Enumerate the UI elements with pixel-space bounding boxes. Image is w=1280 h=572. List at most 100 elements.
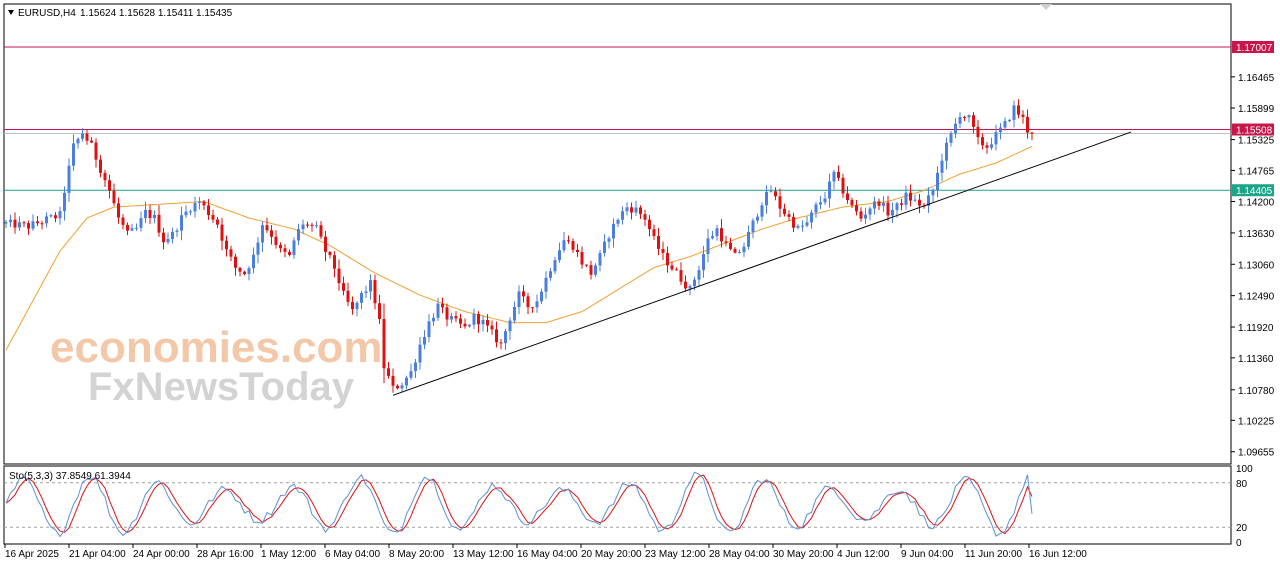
bull-candle (760, 205, 764, 217)
bear-candle (202, 201, 206, 206)
bear-candle (157, 214, 161, 233)
bull-candle (468, 324, 471, 327)
stoch-main-line (5, 471, 1033, 538)
bull-candle (175, 230, 179, 232)
bull-candle (895, 203, 899, 210)
bear-candle (225, 240, 228, 250)
time-tick-label: 16 Jun 12:00 (1029, 549, 1087, 560)
bear-candle (981, 137, 984, 146)
bear-candle (216, 219, 219, 225)
time-tick-label: 28 May 04:00 (709, 549, 770, 560)
price-tick-label: 1.13060 (1238, 260, 1275, 271)
bear-candle (499, 342, 503, 344)
bear-candle (270, 230, 273, 237)
bear-candle (886, 202, 890, 216)
time-tick-label: 6 May 04:00 (325, 549, 380, 560)
stoch-tick-label: 100 (1236, 464, 1253, 475)
bear-candle (310, 224, 314, 226)
time-tick-label: 9 Jun 04:00 (901, 549, 954, 560)
bull-candle (562, 240, 566, 251)
chart-shift-marker-icon[interactable] (1040, 4, 1052, 10)
bull-candle (67, 165, 71, 193)
uptrend-line (392, 131, 1132, 396)
time-tick-label: 24 Apr 00:00 (133, 549, 190, 560)
bear-candle (576, 249, 579, 253)
bull-candle (315, 225, 318, 227)
bull-candle (945, 142, 948, 161)
time-tick-label: 1 May 12:00 (261, 549, 316, 560)
bull-candle (769, 191, 773, 193)
price-axis: 1.16465 1.15899 1.15325 1.14765 1.14200 1.136… (1231, 73, 1275, 459)
trendline (392, 131, 1132, 396)
bull-candle (297, 229, 300, 241)
bear-candle (243, 271, 246, 275)
time-tick-label: 23 May 12:00 (645, 549, 706, 560)
bear-candle (27, 223, 30, 229)
time-tick-label: 4 Jun 12:00 (837, 549, 890, 560)
chevron-down-icon[interactable] (8, 10, 14, 15)
bear-candle (319, 225, 323, 237)
bull-candle (999, 127, 1002, 133)
bear-candle (306, 224, 309, 226)
bear-candle (337, 268, 341, 284)
bull-candle (904, 192, 908, 205)
bull-candle (756, 216, 759, 221)
bear-candle (918, 199, 921, 206)
bull-candle (598, 253, 602, 266)
stoch-signal-line (5, 474, 1033, 535)
bull-candle (621, 211, 624, 220)
bull-candle (436, 303, 440, 318)
bear-candle (580, 252, 584, 265)
bear-candle (265, 225, 269, 231)
bear-candle (121, 217, 125, 225)
bear-candle (373, 280, 377, 304)
bull-candle (967, 115, 971, 118)
bull-candle (130, 228, 134, 231)
bear-candle (90, 140, 93, 143)
bear-candle (22, 222, 26, 224)
price-tick-label: 1.15899 (1238, 104, 1275, 115)
bear-candle (283, 248, 287, 252)
price-tick-label: 1.10780 (1238, 386, 1275, 397)
main-chart-frame (3, 3, 1232, 465)
bull-candle (544, 277, 548, 292)
bear-candle (382, 319, 386, 369)
bull-candle (418, 344, 422, 363)
bull-candle (72, 143, 75, 166)
bull-candle (1003, 121, 1007, 128)
bull-candle (931, 190, 935, 196)
bear-candle (279, 244, 282, 249)
time-tick-label: 30 May 20:00 (773, 549, 834, 560)
bear-candle (792, 216, 795, 228)
bull-candle (292, 240, 296, 255)
bull-candle (819, 202, 822, 205)
bull-candle (535, 301, 539, 308)
resistance-level-tag (1232, 41, 1274, 54)
bear-candle (463, 323, 467, 327)
bull-candle (805, 222, 809, 226)
bull-candle (58, 211, 62, 219)
bull-candle (423, 337, 426, 345)
support-level-tag (1232, 184, 1274, 197)
bull-candle (432, 317, 435, 322)
bull-candle (81, 133, 84, 139)
bear-candle (126, 224, 129, 231)
price-tick-label: 1.10225 (1238, 416, 1275, 427)
bull-candle (891, 209, 894, 216)
bear-candle (643, 214, 647, 220)
bear-candle (13, 219, 17, 228)
time-tick-label: 16 May 04:00 (517, 549, 578, 560)
bear-candle (630, 207, 633, 213)
bull-candle (360, 292, 363, 303)
bear-candle (571, 241, 575, 250)
bear-candle (328, 251, 332, 256)
price-tick-label: 1.11920 (1238, 323, 1274, 334)
bear-candle (589, 265, 593, 275)
bear-candle (378, 303, 381, 320)
bear-candle (1026, 116, 1029, 133)
bear-candle (855, 205, 858, 212)
bear-candle (522, 291, 525, 297)
bull-candle (882, 202, 885, 206)
